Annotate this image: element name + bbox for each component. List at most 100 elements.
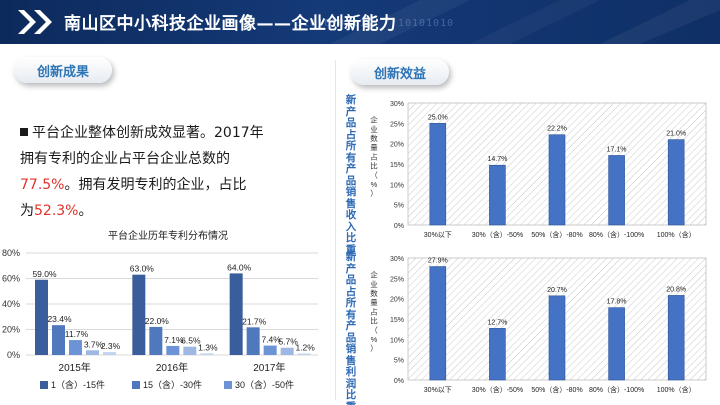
y-tick-label: 10% [390,182,404,189]
y-axis-label-char: 数 [370,288,378,298]
data-label: 20.8% [666,286,686,293]
y-tick-label: 0% [7,350,20,360]
bar [489,328,506,381]
data-label: 6.5% [181,336,201,346]
y-axis-label-char: ） [370,344,378,353]
x-tick-label: 2015年 [59,361,91,374]
y-tick-label: 20% [2,325,20,335]
y-tick-label: 0% [394,223,404,230]
x-tick-label: 30%以下 [424,231,452,239]
bar [489,164,506,226]
x-tick-label: 50%（含）-80% [531,230,582,239]
section-tab-label: 创新成果 [36,64,89,80]
bar [297,353,311,355]
y-tick-label: 15% [390,162,404,169]
data-label: 21.7% [242,316,267,326]
data-label: 17.8% [607,299,627,306]
y-tick-label: 15% [390,317,404,324]
header-binary-text-b: 10101010 [398,18,455,29]
legend-swatch [224,381,232,389]
data-label: 59.0% [32,269,57,279]
y-axis-label-char: （ [370,171,378,180]
bar [103,352,116,355]
y-tick-label: 5% [394,358,404,365]
bottom-chart-vertical-title: 新产品占所有产品销售利润比重 [345,251,357,405]
section-tab-innovation-results: 创新成果 [14,57,112,83]
y-axis-label-char: % [371,180,378,189]
header-binary-text-a: 11010101110 [296,18,374,29]
x-tick-label: 100%（含） [657,385,696,394]
y-tick-label: 20% [390,297,404,304]
y-axis-label-char: 比 [370,161,378,171]
legend-label: 15（含）-30件 [143,379,202,390]
y-tick-label: 25% [390,276,404,283]
bullet-square-icon [20,128,28,136]
bar [69,340,82,355]
double-chevron-icon [18,10,52,34]
y-tick-label: 30% [390,256,404,263]
bar [608,155,625,226]
bar [548,295,566,381]
y-tick-label: 25% [390,121,404,128]
y-axis-label-char: ） [370,189,378,198]
x-tick-label: 30%以下 [424,386,452,394]
x-tick-label: 100%（含） [657,230,696,239]
x-tick-label: 50%（含）-80% [531,385,582,394]
bar [149,326,163,355]
x-tick-label: 80%（含）-100% [589,230,644,239]
description-line-4-prefix: 为 [20,203,34,219]
data-label: 11.7% [65,329,89,339]
y-axis-label-char: 占 [370,151,378,161]
bar [667,295,685,381]
description-paragraph: 平台企业整体创新成效显著。2017年 拥有专利的企业占平台企业总数的 77.5%… [20,120,320,224]
bar [429,266,447,381]
data-label: 63.0% [130,264,155,274]
data-label: 17.1% [607,146,627,153]
section-tab-label: 创新效益 [373,66,426,82]
data-label: 20.7% [547,287,567,294]
legend-label: 1（含）-15件 [51,379,105,390]
legend-swatch [40,381,48,389]
y-axis-label-char: 占 [370,306,378,316]
x-tick-label: 2017年 [253,361,285,374]
x-tick-label: 2016年 [156,361,188,374]
chart-title: 平台企业历年专利分布情况 [108,229,228,242]
y-axis-label-char: 业 [370,124,378,134]
data-label: 1.3% [198,342,218,352]
invention-share-value: 52.3% [34,203,79,219]
x-tick-label: 30%（含）-50% [472,230,523,239]
column-divider [335,60,336,400]
data-label: 2.3% [101,341,121,351]
data-label: 3.7% [84,339,104,349]
y-tick-label: 80% [2,248,20,258]
header-bar: 11010101110 10101010 南山区中小科技企业画像——企业创新能力 [0,0,720,44]
y-tick-label: 40% [2,299,20,309]
description-line-1: 平台企业整体创新成效显著。2017年 [32,125,264,141]
x-tick-label: 30%（含）-50% [472,385,523,394]
data-label: 21.0% [666,131,686,138]
bar [280,347,294,355]
bar [86,350,99,355]
bar [548,134,566,226]
header-decoration [330,0,720,44]
bar [132,274,146,355]
data-label: 22.2% [547,126,567,133]
data-label: 12.7% [487,319,507,326]
x-tick-label: 80%（含）-100% [589,385,644,394]
y-axis-label-char: 量 [370,298,378,307]
top-chart-vertical-title: 新产品占所有产品销售收入比重 [345,94,357,256]
data-label: 1.2% [295,342,315,352]
patent-share-value: 77.5% [20,177,65,193]
data-label: 7.4% [261,335,281,345]
bar [246,327,260,355]
y-axis-label-char: 量 [370,143,378,152]
y-tick-label: 60% [2,274,20,284]
bar [52,325,65,355]
y-axis-label-char: 数 [370,133,378,143]
y-axis-label-char: （ [370,326,378,335]
bar [200,353,214,355]
data-label: 25.0% [428,114,448,121]
bar [183,346,197,355]
